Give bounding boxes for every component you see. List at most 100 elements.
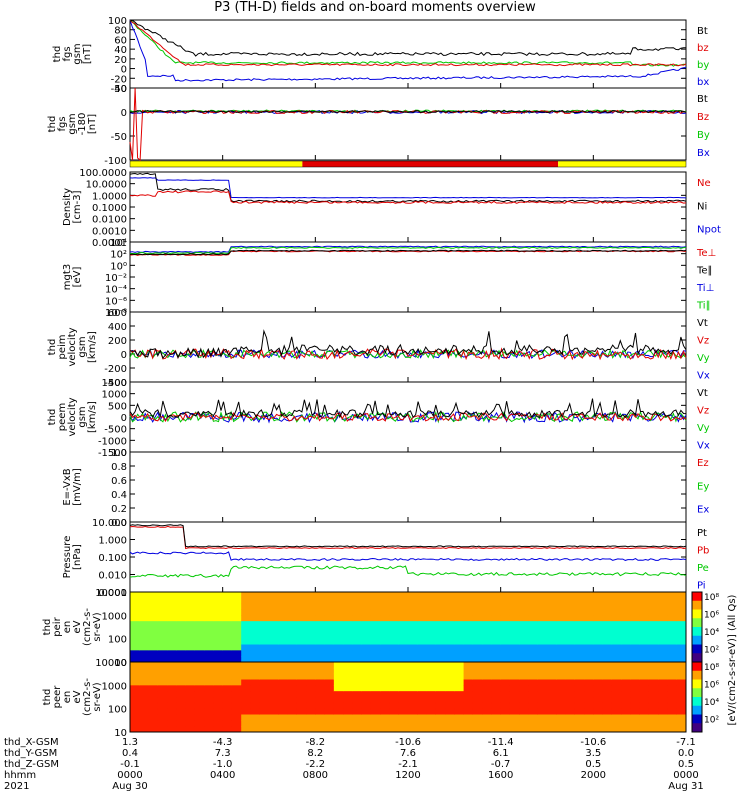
spectrogram-cell <box>269 656 279 663</box>
spectrogram-cell <box>324 597 335 605</box>
y-tick-label: -100 <box>104 156 127 167</box>
spectrogram-cell <box>269 697 279 704</box>
spectrogram-cell <box>130 673 140 680</box>
spectrogram-cell <box>157 708 168 715</box>
spectrogram-cell <box>519 679 529 686</box>
spectrogram-cell <box>176 627 187 634</box>
spectrogram-cell <box>398 720 409 727</box>
y-tick-label: 10000 <box>95 658 127 669</box>
y-tick-label: 10⁻² <box>105 273 127 284</box>
spectrogram-cell <box>491 627 502 634</box>
spectrogram-cell <box>639 714 650 721</box>
spectrogram-cell <box>148 697 159 704</box>
spectrogram-cell <box>519 726 529 733</box>
spectrogram-cell <box>361 609 372 616</box>
spectrogram-cell <box>287 597 298 605</box>
spectrogram-cell <box>463 714 474 721</box>
y-axis-label: thd <box>47 339 58 356</box>
spectrogram-cell <box>370 656 381 663</box>
spectrogram-cell <box>426 679 437 686</box>
spectrogram-cell <box>500 650 511 657</box>
spectrogram-cell <box>204 597 214 605</box>
series-Ni <box>129 172 687 203</box>
y-tick-label: 10² <box>110 250 127 261</box>
spectrogram-cell <box>287 720 298 727</box>
spectrogram-cell <box>204 726 214 733</box>
spectrogram-cell <box>556 702 567 710</box>
spectrogram-cell <box>157 662 168 669</box>
spectrogram-cell <box>370 603 381 610</box>
spectrogram-cell <box>185 638 196 645</box>
spectrogram-cell <box>611 609 622 616</box>
spectrogram-cell <box>417 667 428 675</box>
spectrogram-cell <box>250 609 261 616</box>
spectrogram-cell <box>222 650 233 657</box>
spectrogram-cell <box>287 673 298 680</box>
spectrogram-cell <box>269 673 279 680</box>
spectrogram-cell <box>528 621 539 628</box>
spectrogram-cell <box>241 621 251 628</box>
spectrogram-cell <box>658 691 668 698</box>
spectrogram-cell <box>482 697 492 704</box>
spectrogram-cell <box>361 656 372 663</box>
spectrogram-cell <box>241 597 251 605</box>
spectrogram-cell <box>676 702 687 710</box>
spectrogram-cell <box>398 650 409 657</box>
spectrogram-cell <box>676 627 687 634</box>
spectrogram-cell <box>445 650 455 657</box>
spectrogram-cell <box>593 720 604 727</box>
spectrogram-cell <box>315 673 326 680</box>
spectrogram-cell <box>658 714 668 721</box>
spectrogram-cell <box>380 714 390 721</box>
spectrogram-cell <box>630 592 641 599</box>
spectrogram-cell <box>593 592 604 599</box>
spectrogram-cell <box>621 691 631 698</box>
spectrogram-cell <box>259 638 270 645</box>
spectrogram-cell <box>491 714 502 721</box>
spectrogram-cell <box>296 615 307 622</box>
spectrogram-cell <box>648 621 659 628</box>
spectrogram-cell <box>306 679 316 686</box>
spectrogram-cell <box>130 714 140 721</box>
spectrogram-cell <box>537 592 548 599</box>
spectrogram-cell <box>463 603 474 610</box>
spectrogram-cell <box>306 691 316 698</box>
spectrogram-cell <box>204 603 214 610</box>
spectrogram-cell <box>167 632 177 640</box>
spectrogram-cell <box>463 697 474 704</box>
spectrogram-cell <box>213 638 224 645</box>
spectrogram-cell <box>306 609 316 616</box>
spectrogram-cell <box>222 708 233 715</box>
spectrogram-cell <box>408 644 418 651</box>
spectrogram-cell <box>565 662 576 669</box>
spectrogram-cell <box>259 650 270 657</box>
spectrogram-cell <box>278 714 289 721</box>
spectrogram-cell <box>445 597 455 605</box>
spectrogram-cell <box>611 691 622 698</box>
spectrogram-cell <box>426 685 437 692</box>
spectrogram-cell <box>556 627 567 634</box>
spectrogram-cell <box>398 644 409 651</box>
spectrogram-cell <box>352 627 363 634</box>
colorbar-cell <box>692 644 702 654</box>
y-axis-label: [km/s] <box>87 331 98 363</box>
spectrogram-cell <box>408 597 418 605</box>
spectrogram-cell <box>259 632 270 640</box>
spectrogram-cell <box>574 609 585 616</box>
spectrogram-cell <box>556 632 567 640</box>
spectrogram-cell <box>574 615 585 622</box>
spectrogram-cell <box>519 673 529 680</box>
spectrogram-cell <box>333 656 344 663</box>
y-tick-label: -1500 <box>98 448 127 459</box>
spectrogram-cell <box>185 726 196 733</box>
spectrogram-cell <box>361 621 372 628</box>
spectrogram-cell <box>602 638 613 645</box>
x-tick-label: -4.3 <box>213 737 233 748</box>
spectrogram-cell <box>676 697 687 704</box>
spectrogram-cell <box>130 720 140 727</box>
spectrogram-cell <box>482 714 492 721</box>
series-Pb <box>129 525 687 550</box>
spectrogram-cell <box>648 679 659 686</box>
spectrogram-cell <box>408 609 418 616</box>
x-row-label: hhmm <box>4 770 36 781</box>
